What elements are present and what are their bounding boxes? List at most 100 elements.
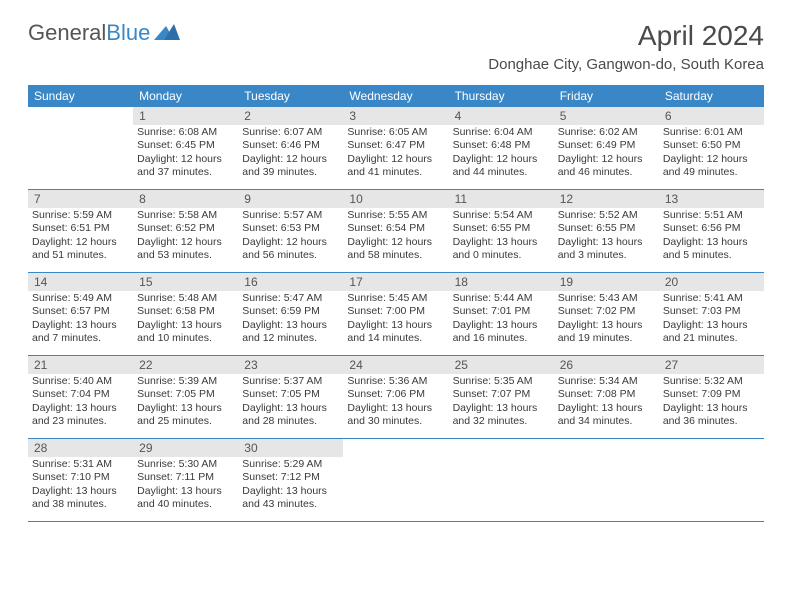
day-number: 24 [343, 356, 448, 374]
day-cell: 7Sunrise: 5:59 AMSunset: 6:51 PMDaylight… [28, 190, 133, 272]
day-number: 6 [659, 107, 764, 125]
day-number: 3 [343, 107, 448, 125]
day-body: Sunrise: 5:51 AMSunset: 6:56 PMDaylight:… [659, 208, 764, 265]
day-cell: 12Sunrise: 5:52 AMSunset: 6:55 PMDayligh… [554, 190, 659, 272]
dow-friday: Friday [554, 85, 659, 107]
day-number [28, 107, 133, 125]
week-row: 21Sunrise: 5:40 AMSunset: 7:04 PMDayligh… [28, 356, 764, 439]
day-body: Sunrise: 6:05 AMSunset: 6:47 PMDaylight:… [343, 125, 448, 182]
day-body: Sunrise: 5:37 AMSunset: 7:05 PMDaylight:… [238, 374, 343, 431]
day-cell: 22Sunrise: 5:39 AMSunset: 7:05 PMDayligh… [133, 356, 238, 438]
day-cell [554, 439, 659, 521]
week-row: 1Sunrise: 6:08 AMSunset: 6:45 PMDaylight… [28, 107, 764, 190]
day-body: Sunrise: 5:45 AMSunset: 7:00 PMDaylight:… [343, 291, 448, 348]
day-number: 27 [659, 356, 764, 374]
day-number: 26 [554, 356, 659, 374]
day-body: Sunrise: 5:58 AMSunset: 6:52 PMDaylight:… [133, 208, 238, 265]
title-block: April 2024 Donghae City, Gangwon-do, Sou… [488, 20, 764, 73]
day-cell: 14Sunrise: 5:49 AMSunset: 6:57 PMDayligh… [28, 273, 133, 355]
calendar: SundayMondayTuesdayWednesdayThursdayFrid… [28, 85, 764, 522]
day-number: 30 [238, 439, 343, 457]
day-cell: 1Sunrise: 6:08 AMSunset: 6:45 PMDaylight… [133, 107, 238, 189]
days-of-week-row: SundayMondayTuesdayWednesdayThursdayFrid… [28, 85, 764, 107]
day-body: Sunrise: 6:07 AMSunset: 6:46 PMDaylight:… [238, 125, 343, 182]
day-number: 5 [554, 107, 659, 125]
day-cell: 13Sunrise: 5:51 AMSunset: 6:56 PMDayligh… [659, 190, 764, 272]
logo-icon [154, 20, 180, 46]
day-number: 17 [343, 273, 448, 291]
logo: GeneralBlue [28, 20, 180, 46]
day-body: Sunrise: 5:35 AMSunset: 7:07 PMDaylight:… [449, 374, 554, 431]
day-number: 13 [659, 190, 764, 208]
day-body: Sunrise: 5:29 AMSunset: 7:12 PMDaylight:… [238, 457, 343, 514]
day-body: Sunrise: 6:04 AMSunset: 6:48 PMDaylight:… [449, 125, 554, 182]
day-cell [449, 439, 554, 521]
day-body: Sunrise: 5:44 AMSunset: 7:01 PMDaylight:… [449, 291, 554, 348]
day-body: Sunrise: 5:52 AMSunset: 6:55 PMDaylight:… [554, 208, 659, 265]
day-body: Sunrise: 5:40 AMSunset: 7:04 PMDaylight:… [28, 374, 133, 431]
day-cell: 27Sunrise: 5:32 AMSunset: 7:09 PMDayligh… [659, 356, 764, 438]
day-body: Sunrise: 5:54 AMSunset: 6:55 PMDaylight:… [449, 208, 554, 265]
dow-saturday: Saturday [659, 85, 764, 107]
week-row: 28Sunrise: 5:31 AMSunset: 7:10 PMDayligh… [28, 439, 764, 522]
week-row: 7Sunrise: 5:59 AMSunset: 6:51 PMDaylight… [28, 190, 764, 273]
day-cell: 24Sunrise: 5:36 AMSunset: 7:06 PMDayligh… [343, 356, 448, 438]
day-cell [343, 439, 448, 521]
day-number: 9 [238, 190, 343, 208]
week-row: 14Sunrise: 5:49 AMSunset: 6:57 PMDayligh… [28, 273, 764, 356]
day-cell: 9Sunrise: 5:57 AMSunset: 6:53 PMDaylight… [238, 190, 343, 272]
day-cell: 6Sunrise: 6:01 AMSunset: 6:50 PMDaylight… [659, 107, 764, 189]
day-number: 10 [343, 190, 448, 208]
day-body: Sunrise: 5:49 AMSunset: 6:57 PMDaylight:… [28, 291, 133, 348]
day-number: 11 [449, 190, 554, 208]
day-number: 4 [449, 107, 554, 125]
dow-wednesday: Wednesday [343, 85, 448, 107]
day-number: 2 [238, 107, 343, 125]
day-number: 15 [133, 273, 238, 291]
day-cell: 28Sunrise: 5:31 AMSunset: 7:10 PMDayligh… [28, 439, 133, 521]
dow-tuesday: Tuesday [238, 85, 343, 107]
dow-thursday: Thursday [449, 85, 554, 107]
day-cell: 3Sunrise: 6:05 AMSunset: 6:47 PMDaylight… [343, 107, 448, 189]
day-number: 16 [238, 273, 343, 291]
day-cell: 26Sunrise: 5:34 AMSunset: 7:08 PMDayligh… [554, 356, 659, 438]
day-body: Sunrise: 6:01 AMSunset: 6:50 PMDaylight:… [659, 125, 764, 182]
day-number: 14 [28, 273, 133, 291]
day-cell: 15Sunrise: 5:48 AMSunset: 6:58 PMDayligh… [133, 273, 238, 355]
weeks-container: 1Sunrise: 6:08 AMSunset: 6:45 PMDaylight… [28, 107, 764, 522]
day-number [343, 439, 448, 457]
day-body: Sunrise: 5:57 AMSunset: 6:53 PMDaylight:… [238, 208, 343, 265]
day-cell: 21Sunrise: 5:40 AMSunset: 7:04 PMDayligh… [28, 356, 133, 438]
day-number [554, 439, 659, 457]
header: GeneralBlue April 2024 Donghae City, Gan… [28, 20, 764, 73]
logo-text-1: General [28, 20, 106, 46]
day-body: Sunrise: 5:55 AMSunset: 6:54 PMDaylight:… [343, 208, 448, 265]
day-body: Sunrise: 5:34 AMSunset: 7:08 PMDaylight:… [554, 374, 659, 431]
day-cell: 16Sunrise: 5:47 AMSunset: 6:59 PMDayligh… [238, 273, 343, 355]
day-cell: 2Sunrise: 6:07 AMSunset: 6:46 PMDaylight… [238, 107, 343, 189]
day-number: 20 [659, 273, 764, 291]
day-number: 21 [28, 356, 133, 374]
dow-sunday: Sunday [28, 85, 133, 107]
day-cell: 4Sunrise: 6:04 AMSunset: 6:48 PMDaylight… [449, 107, 554, 189]
day-cell: 8Sunrise: 5:58 AMSunset: 6:52 PMDaylight… [133, 190, 238, 272]
logo-text-2: Blue [106, 20, 150, 46]
day-cell: 23Sunrise: 5:37 AMSunset: 7:05 PMDayligh… [238, 356, 343, 438]
day-cell: 30Sunrise: 5:29 AMSunset: 7:12 PMDayligh… [238, 439, 343, 521]
day-number [449, 439, 554, 457]
day-body: Sunrise: 5:39 AMSunset: 7:05 PMDaylight:… [133, 374, 238, 431]
day-cell [659, 439, 764, 521]
day-number [659, 439, 764, 457]
day-number: 29 [133, 439, 238, 457]
day-number: 7 [28, 190, 133, 208]
day-cell: 20Sunrise: 5:41 AMSunset: 7:03 PMDayligh… [659, 273, 764, 355]
day-cell: 11Sunrise: 5:54 AMSunset: 6:55 PMDayligh… [449, 190, 554, 272]
dow-monday: Monday [133, 85, 238, 107]
day-body: Sunrise: 5:31 AMSunset: 7:10 PMDaylight:… [28, 457, 133, 514]
day-body: Sunrise: 5:48 AMSunset: 6:58 PMDaylight:… [133, 291, 238, 348]
day-body: Sunrise: 5:41 AMSunset: 7:03 PMDaylight:… [659, 291, 764, 348]
day-cell [28, 107, 133, 189]
day-body: Sunrise: 5:32 AMSunset: 7:09 PMDaylight:… [659, 374, 764, 431]
day-cell: 29Sunrise: 5:30 AMSunset: 7:11 PMDayligh… [133, 439, 238, 521]
day-cell: 10Sunrise: 5:55 AMSunset: 6:54 PMDayligh… [343, 190, 448, 272]
